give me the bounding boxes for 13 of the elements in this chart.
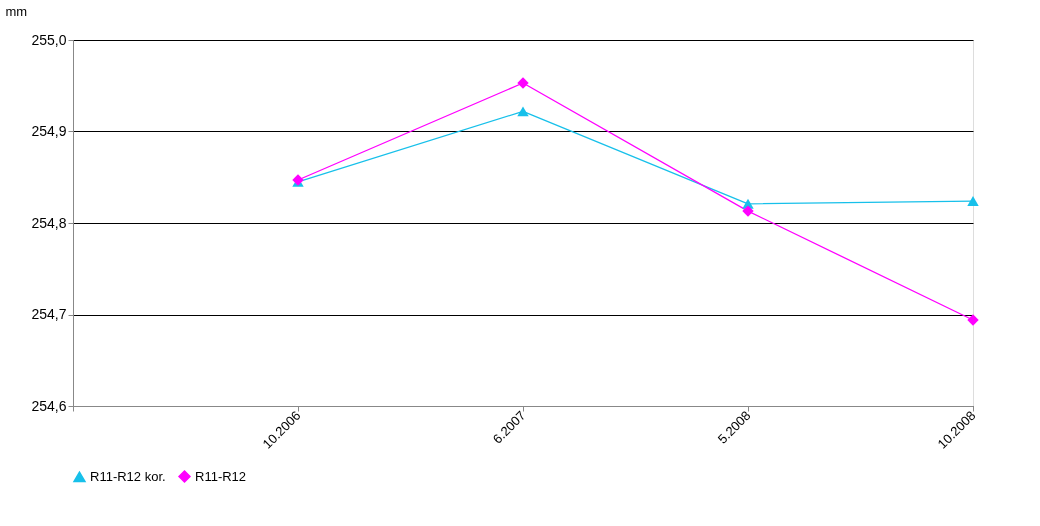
point (517, 77, 529, 89)
point (967, 314, 979, 326)
legend-label: R11-R12 kor. (90, 468, 166, 484)
y-tick-label: 254,7 (31, 306, 67, 322)
point (967, 196, 979, 206)
point (742, 205, 754, 217)
y-tick-label: 254,6 (31, 397, 67, 414)
point (517, 106, 529, 117)
y-axis-title: mm (5, 3, 28, 19)
y-tick-label: 254,8 (31, 214, 67, 231)
y-tick-label: 254,9 (31, 123, 67, 139)
y-tick-label: 255,0 (31, 31, 67, 48)
legend-label: R11-R12 (195, 468, 247, 484)
